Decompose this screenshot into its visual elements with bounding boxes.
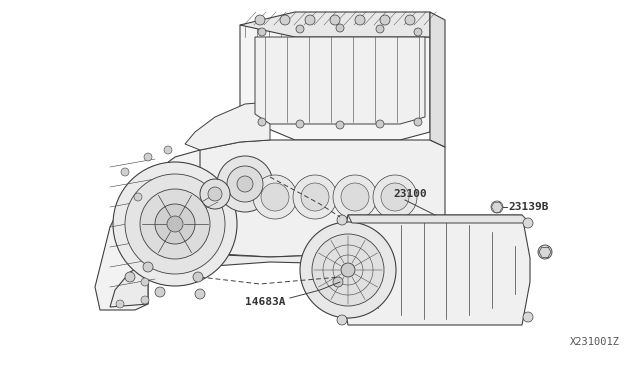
Circle shape <box>337 315 347 325</box>
Circle shape <box>301 183 329 211</box>
Circle shape <box>538 245 552 259</box>
Polygon shape <box>348 215 530 223</box>
Circle shape <box>333 175 377 219</box>
Circle shape <box>376 25 384 33</box>
Circle shape <box>341 183 369 211</box>
Circle shape <box>143 262 153 272</box>
Circle shape <box>116 300 124 308</box>
Circle shape <box>193 272 203 282</box>
Circle shape <box>405 15 415 25</box>
Circle shape <box>144 153 152 161</box>
Circle shape <box>195 289 205 299</box>
Polygon shape <box>255 37 425 124</box>
Polygon shape <box>110 244 445 307</box>
Circle shape <box>380 15 390 25</box>
Polygon shape <box>240 12 430 37</box>
Circle shape <box>155 287 165 297</box>
Circle shape <box>141 278 149 286</box>
Circle shape <box>125 272 135 282</box>
Circle shape <box>167 216 183 232</box>
Circle shape <box>414 28 422 36</box>
Circle shape <box>337 215 347 225</box>
Circle shape <box>293 175 337 219</box>
Circle shape <box>523 218 533 228</box>
Circle shape <box>255 15 265 25</box>
Circle shape <box>113 162 237 286</box>
Text: 23139B: 23139B <box>508 202 548 212</box>
Polygon shape <box>200 140 445 257</box>
Circle shape <box>381 183 409 211</box>
Circle shape <box>341 263 355 277</box>
Circle shape <box>121 168 129 176</box>
Circle shape <box>140 189 210 259</box>
Circle shape <box>261 183 289 211</box>
Circle shape <box>355 15 365 25</box>
Circle shape <box>200 179 230 209</box>
Circle shape <box>523 312 533 322</box>
Circle shape <box>312 234 384 306</box>
Circle shape <box>330 15 340 25</box>
Polygon shape <box>240 25 430 140</box>
Circle shape <box>333 277 343 287</box>
Circle shape <box>125 174 225 274</box>
Circle shape <box>227 166 263 202</box>
Polygon shape <box>95 140 270 310</box>
Circle shape <box>336 24 344 32</box>
Circle shape <box>258 28 266 36</box>
Circle shape <box>134 193 142 201</box>
Text: X231001Z: X231001Z <box>570 337 620 347</box>
Circle shape <box>164 146 172 154</box>
Polygon shape <box>185 102 270 150</box>
Circle shape <box>296 25 304 33</box>
Circle shape <box>208 187 222 201</box>
Circle shape <box>491 201 503 213</box>
Polygon shape <box>430 12 445 147</box>
Circle shape <box>217 156 273 212</box>
Circle shape <box>141 296 149 304</box>
Circle shape <box>258 118 266 126</box>
Circle shape <box>155 204 195 244</box>
Circle shape <box>237 176 253 192</box>
Text: 14683A: 14683A <box>245 297 285 307</box>
Polygon shape <box>340 215 530 325</box>
Circle shape <box>300 222 396 318</box>
Circle shape <box>253 175 297 219</box>
Text: 23100: 23100 <box>393 189 427 199</box>
Circle shape <box>376 120 384 128</box>
Circle shape <box>305 15 315 25</box>
Circle shape <box>280 15 290 25</box>
Circle shape <box>373 175 417 219</box>
Circle shape <box>336 121 344 129</box>
Circle shape <box>414 118 422 126</box>
Circle shape <box>296 120 304 128</box>
